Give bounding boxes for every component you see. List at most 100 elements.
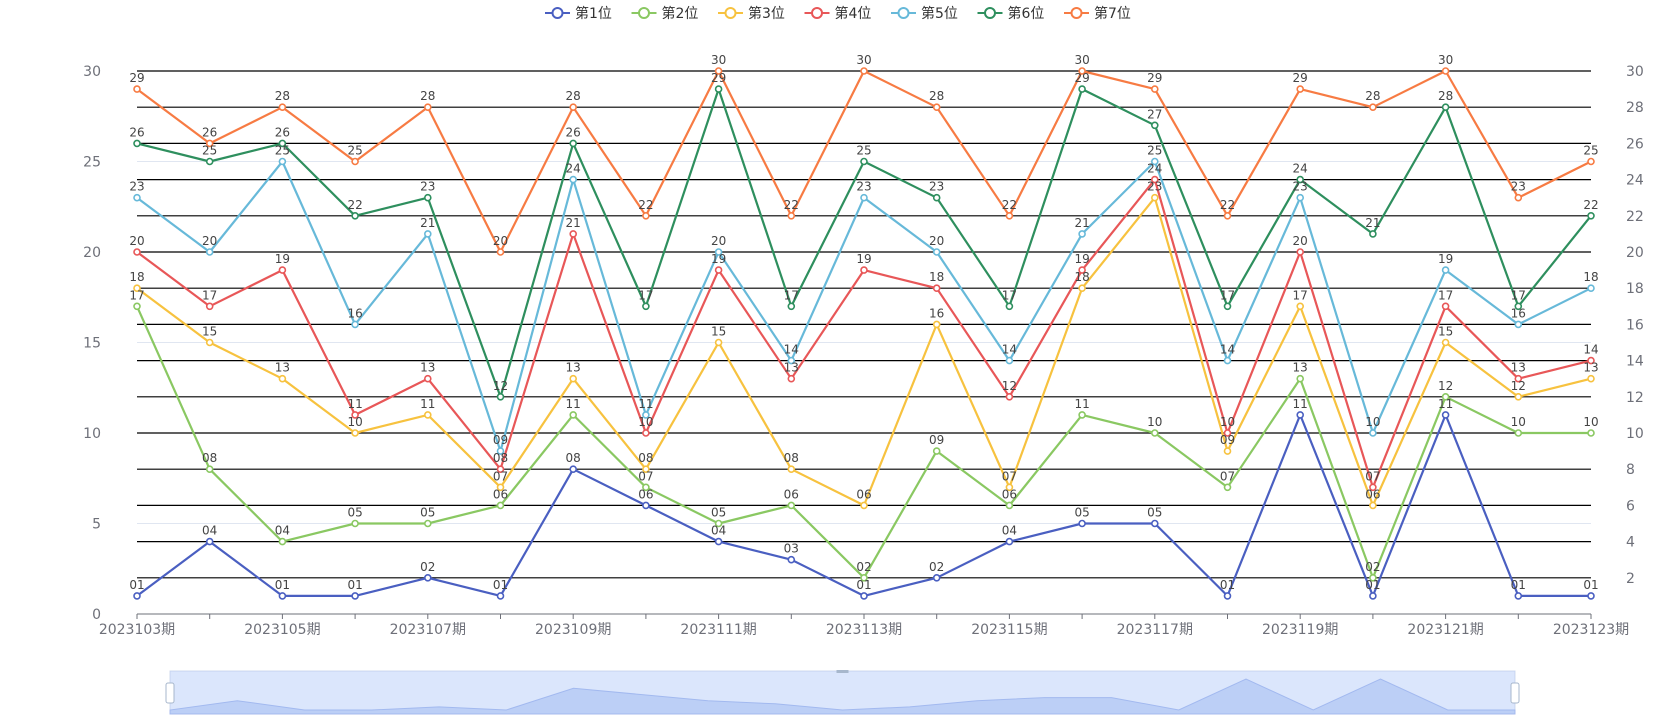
data-point[interactable] — [133, 85, 141, 93]
data-point[interactable] — [1514, 302, 1523, 311]
data-point[interactable] — [1296, 193, 1304, 202]
data-point[interactable] — [1296, 411, 1304, 419]
data-point[interactable] — [278, 157, 287, 166]
data-point[interactable] — [1151, 519, 1159, 528]
data-point[interactable] — [1441, 103, 1450, 111]
data-point[interactable] — [351, 212, 359, 220]
legend-item[interactable]: 第5位 — [891, 5, 958, 22]
data-point[interactable] — [496, 248, 505, 256]
data-point[interactable] — [1005, 483, 1014, 492]
data-point[interactable] — [569, 175, 578, 184]
data-point[interactable] — [1078, 67, 1086, 75]
data-point[interactable] — [787, 302, 796, 311]
data-point[interactable] — [1005, 356, 1014, 365]
data-point[interactable] — [351, 411, 359, 419]
data-point[interactable] — [1005, 212, 1014, 220]
data-point[interactable] — [278, 374, 287, 383]
data-point[interactable] — [1369, 483, 1377, 492]
data-point[interactable] — [1441, 302, 1450, 311]
data-point[interactable] — [1441, 411, 1450, 419]
data-point[interactable] — [496, 501, 505, 510]
data-point[interactable] — [205, 157, 214, 166]
data-point[interactable] — [496, 447, 505, 455]
data-point[interactable] — [1441, 392, 1450, 401]
data-point[interactable] — [787, 465, 796, 474]
series-line-2[interactable] — [135, 305, 1591, 579]
data-point[interactable] — [133, 248, 141, 256]
data-point[interactable] — [1587, 356, 1595, 365]
data-point[interactable] — [1223, 429, 1232, 437]
data-point[interactable] — [642, 483, 650, 492]
data-point[interactable] — [278, 592, 287, 600]
data-point[interactable] — [642, 212, 650, 220]
data-point[interactable] — [1223, 483, 1232, 492]
data-point[interactable] — [1296, 85, 1304, 93]
data-point[interactable] — [1296, 248, 1304, 256]
data-point[interactable] — [1078, 519, 1086, 528]
data-point[interactable] — [1441, 266, 1450, 274]
data-point[interactable] — [278, 537, 287, 546]
data-point[interactable] — [787, 555, 796, 564]
legend-item[interactable]: 第1位 — [545, 5, 612, 22]
data-point[interactable] — [1369, 573, 1377, 582]
data-point[interactable] — [569, 411, 578, 419]
data-point[interactable] — [714, 85, 723, 93]
legend-item[interactable]: 第7位 — [1064, 5, 1131, 22]
data-point[interactable] — [860, 157, 868, 166]
data-point[interactable] — [1151, 429, 1159, 437]
data-point[interactable] — [1005, 302, 1014, 311]
data-point[interactable] — [1151, 157, 1159, 166]
data-point[interactable] — [642, 465, 650, 474]
data-point[interactable] — [860, 266, 868, 274]
data-point[interactable] — [423, 411, 432, 419]
data-point[interactable] — [278, 266, 287, 274]
data-point[interactable] — [932, 447, 941, 455]
data-point[interactable] — [714, 537, 723, 546]
series-line-3[interactable] — [136, 196, 1592, 507]
data-point[interactable] — [1078, 411, 1086, 419]
data-point[interactable] — [205, 465, 214, 474]
data-point[interactable] — [351, 320, 359, 329]
zoom-handle-left[interactable] — [165, 682, 175, 704]
data-point[interactable] — [787, 374, 796, 383]
data-point[interactable] — [423, 573, 432, 582]
data-point[interactable] — [1587, 157, 1595, 166]
data-point[interactable] — [496, 483, 505, 492]
data-point[interactable] — [1223, 592, 1232, 600]
data-point[interactable] — [569, 374, 578, 383]
data-point[interactable] — [1514, 193, 1523, 202]
data-point[interactable] — [1514, 374, 1523, 383]
data-point[interactable] — [932, 284, 941, 293]
data-point[interactable] — [714, 67, 723, 75]
data-point[interactable] — [569, 103, 578, 111]
data-point[interactable] — [423, 230, 432, 238]
data-point[interactable] — [1078, 266, 1086, 274]
data-point[interactable] — [1078, 230, 1086, 238]
data-point[interactable] — [860, 67, 868, 75]
data-point[interactable] — [932, 573, 941, 582]
data-point[interactable] — [1369, 501, 1377, 510]
data-point[interactable] — [1369, 103, 1377, 111]
data-point[interactable] — [1514, 392, 1523, 401]
data-point[interactable] — [932, 248, 941, 256]
data-point[interactable] — [1369, 429, 1377, 437]
data-point[interactable] — [642, 429, 650, 437]
data-point[interactable] — [351, 429, 359, 437]
data-point[interactable] — [860, 501, 868, 510]
data-point[interactable] — [133, 193, 141, 202]
data-point[interactable] — [1078, 85, 1086, 93]
data-point[interactable] — [205, 537, 214, 546]
data-point[interactable] — [1296, 374, 1304, 383]
data-point[interactable] — [278, 103, 287, 111]
data-point[interactable] — [932, 320, 941, 329]
zoom-selection[interactable] — [170, 671, 1515, 714]
data-point[interactable] — [1441, 338, 1450, 347]
data-point[interactable] — [787, 212, 796, 220]
data-point[interactable] — [205, 139, 214, 148]
zoom-move-handle[interactable] — [836, 670, 849, 673]
data-point[interactable] — [1078, 284, 1086, 293]
data-point[interactable] — [1151, 85, 1159, 93]
data-point[interactable] — [569, 230, 578, 238]
data-point[interactable] — [860, 573, 868, 582]
data-point[interactable] — [496, 392, 505, 401]
